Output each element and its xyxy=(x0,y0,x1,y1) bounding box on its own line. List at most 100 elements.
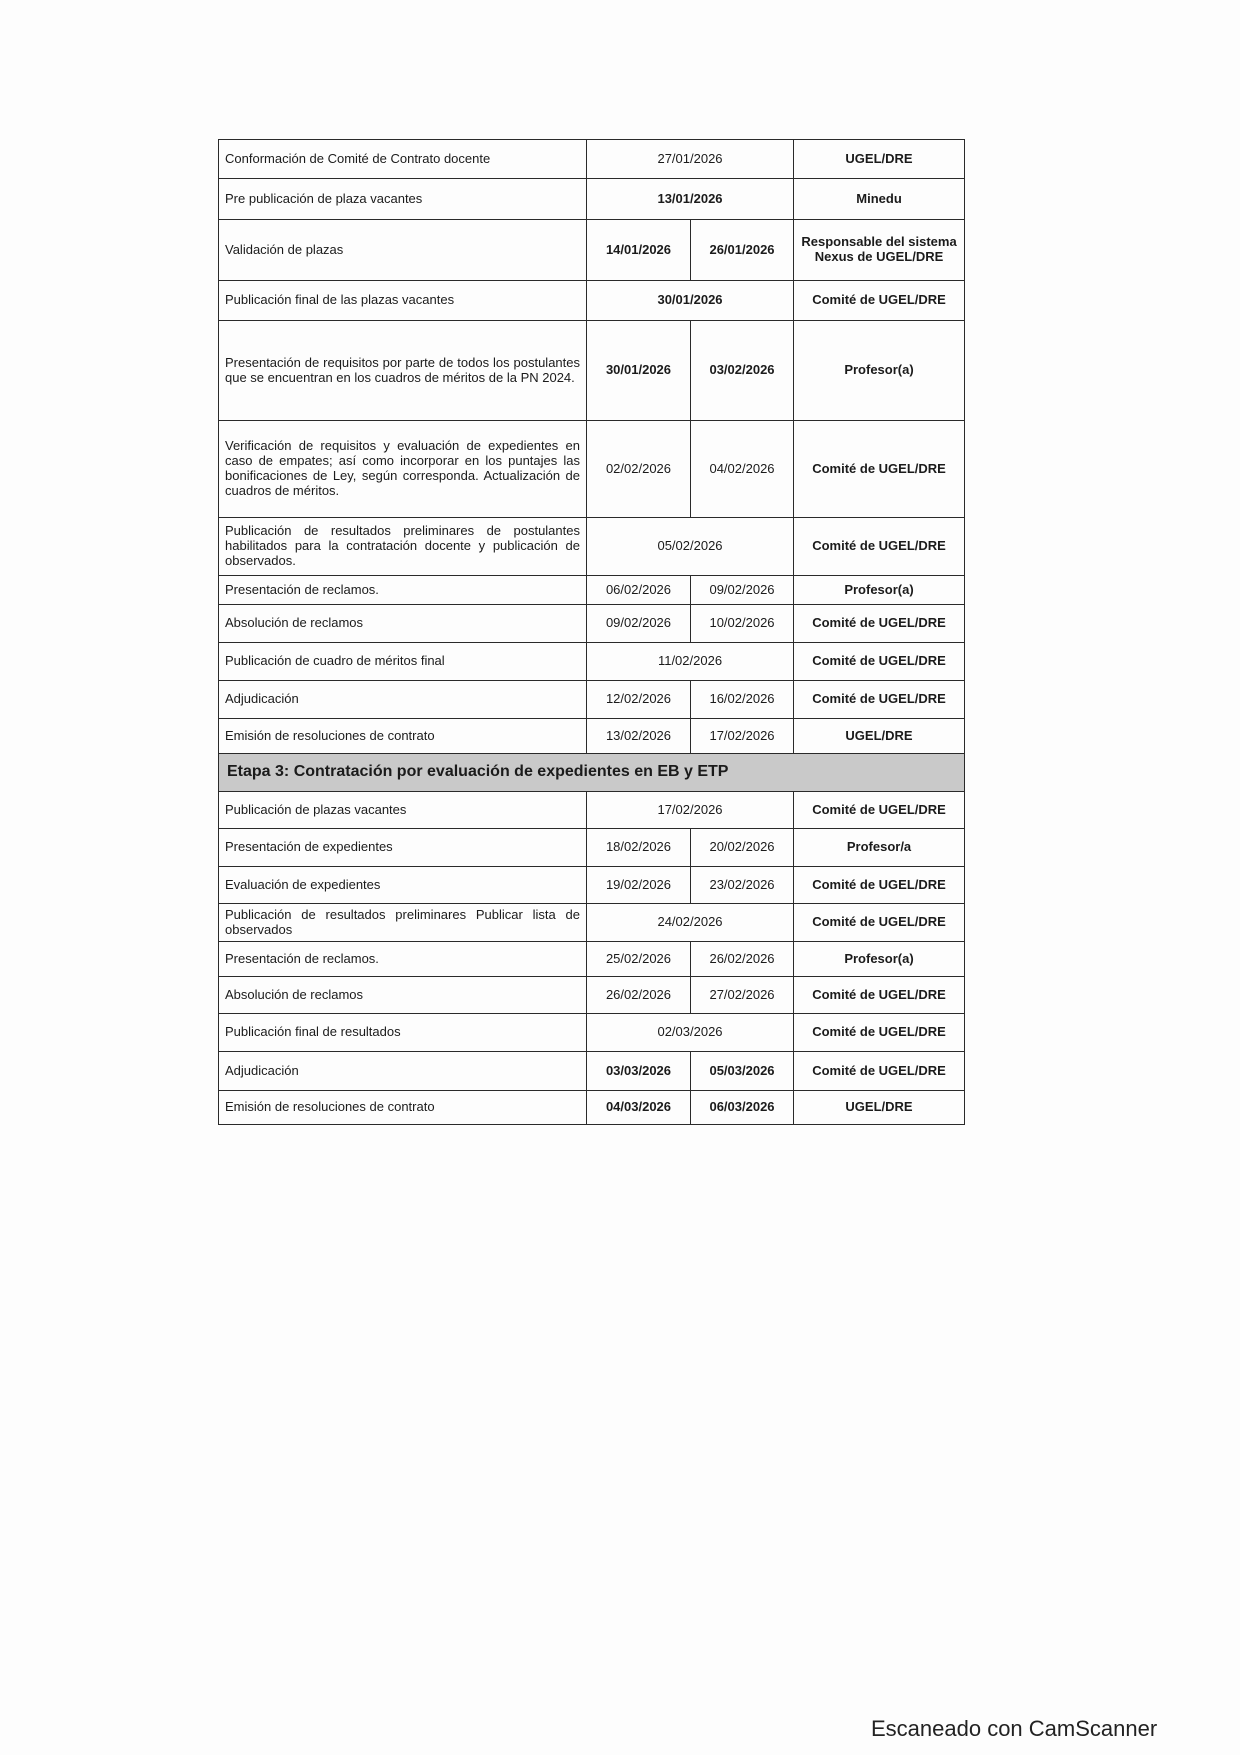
table-row: Publicación final de las plazas vacantes… xyxy=(218,280,966,321)
end-date-cell: 26/02/2026 xyxy=(689,941,795,977)
start-date-cell: 12/02/2026 xyxy=(586,680,691,719)
activity-cell: Publicación final de las plazas vacantes xyxy=(218,280,587,321)
responsible-cell: Minedu xyxy=(793,178,966,220)
responsible-cell: UGEL/DRE xyxy=(793,1090,966,1125)
responsible-cell: Comité de UGEL/DRE xyxy=(793,903,966,942)
activity-cell: Publicación de resultados preliminares d… xyxy=(218,517,587,576)
table-row: Verificación de requisitos y evaluación … xyxy=(218,420,966,518)
table-row: Evaluación de expedientes 19/02/2026 23/02… xyxy=(218,866,966,904)
responsible-cell: Comité de UGEL/DRE xyxy=(793,791,966,829)
end-date-cell: 10/02/2026 xyxy=(689,604,795,643)
end-date-cell: 23/02/2026 xyxy=(689,866,795,904)
start-date-cell: 18/02/2026 xyxy=(586,828,691,867)
activity-cell: Publicación de cuadro de méritos final xyxy=(218,642,587,681)
table-row: Emisión de resoluciones de contrato 13/02… xyxy=(218,718,966,754)
responsible-cell: Responsable del sistema Nexus de UGEL/DR… xyxy=(793,219,966,281)
table-row: Emisión de resoluciones de contrato 04/03… xyxy=(218,1090,966,1125)
activity-cell: Absolución de reclamos xyxy=(218,976,587,1014)
start-date-cell: 03/03/2026 xyxy=(586,1051,691,1091)
activity-cell: Adjudicación xyxy=(218,680,587,719)
table-row: Presentación de reclamos. 06/02/2026 09/02… xyxy=(218,575,966,605)
responsible-cell: Profesor/a xyxy=(793,828,966,867)
responsible-cell: Comité de UGEL/DRE xyxy=(793,1051,966,1091)
start-date-cell: 09/02/2026 xyxy=(586,604,691,643)
date-cell: 30/01/2026 xyxy=(585,280,795,321)
table-row: Pre publicación de plaza vacantes 13/01/2… xyxy=(218,178,966,220)
stage-header-row: Etapa 3: Contratación por evaluación de … xyxy=(217,753,966,792)
start-date-cell: 04/03/2026 xyxy=(586,1090,691,1125)
responsible-cell: Profesor(a) xyxy=(793,941,966,977)
responsible-cell: Comité de UGEL/DRE xyxy=(793,1013,966,1052)
activity-cell: Emisión de resoluciones de contrato xyxy=(218,718,587,754)
date-cell: 13/01/2026 xyxy=(585,178,795,220)
responsible-cell: Profesor(a) xyxy=(793,320,966,421)
responsible-cell: Profesor(a) xyxy=(793,575,966,605)
start-date-cell: 13/02/2026 xyxy=(586,718,691,754)
date-cell: 24/02/2026 xyxy=(585,903,795,942)
table-row: Adjudicación 03/03/2026 05/03/2026 Comité d… xyxy=(218,1051,966,1091)
start-date-cell: 14/01/2026 xyxy=(586,219,691,281)
end-date-cell: 06/03/2026 xyxy=(689,1090,795,1125)
end-date-cell: 16/02/2026 xyxy=(689,680,795,719)
responsible-cell: UGEL/DRE xyxy=(793,139,966,179)
start-date-cell: 06/02/2026 xyxy=(586,575,691,605)
activity-cell: Validación de plazas xyxy=(218,219,587,281)
date-cell: 27/01/2026 xyxy=(585,139,795,179)
start-date-cell: 25/02/2026 xyxy=(586,941,691,977)
activity-cell: Adjudicación xyxy=(218,1051,587,1091)
table-row: Validación de plazas 14/01/2026 26/01/2026… xyxy=(218,219,966,281)
activity-cell: Absolución de reclamos xyxy=(218,604,587,643)
activity-cell: Evaluación de expedientes xyxy=(218,866,587,904)
table-row: Absolución de reclamos 09/02/2026 10/02/20… xyxy=(218,604,966,643)
responsible-cell: Comité de UGEL/DRE xyxy=(793,420,966,518)
date-cell: 11/02/2026 xyxy=(585,642,795,681)
activity-cell: Publicación de resultados preliminares P… xyxy=(218,903,587,942)
start-date-cell: 30/01/2026 xyxy=(586,320,691,421)
responsible-cell: Comité de UGEL/DRE xyxy=(793,280,966,321)
end-date-cell: 04/02/2026 xyxy=(689,420,795,518)
table-row: Publicación de plazas vacantes 17/02/2026… xyxy=(218,791,966,829)
activity-cell: Publicación final de resultados xyxy=(218,1013,587,1052)
table-row: Presentación de requisitos por parte de … xyxy=(218,320,966,421)
activity-cell: Verificación de requisitos y evaluación … xyxy=(218,420,587,518)
activity-cell: Conformación de Comité de Contrato docen… xyxy=(218,139,587,179)
end-date-cell: 27/02/2026 xyxy=(689,976,795,1014)
table-row: Presentación de expedientes 18/02/2026 20/… xyxy=(218,828,966,867)
table-row: Publicación final de resultados 02/03/202… xyxy=(218,1013,966,1052)
responsible-cell: Comité de UGEL/DRE xyxy=(793,866,966,904)
table-row: Conformación de Comité de Contrato docen… xyxy=(218,139,966,179)
date-cell: 02/03/2026 xyxy=(585,1013,795,1052)
responsible-cell: Comité de UGEL/DRE xyxy=(793,517,966,576)
table-row: Publicación de resultados preliminares d… xyxy=(218,517,966,576)
end-date-cell: 20/02/2026 xyxy=(689,828,795,867)
end-date-cell: 05/03/2026 xyxy=(689,1051,795,1091)
table-row: Presentación de reclamos. 25/02/2026 26/02… xyxy=(218,941,966,977)
stage-title: Etapa 3: Contratación por evaluación de … xyxy=(217,753,966,792)
table-row: Adjudicación 12/02/2026 16/02/2026 Comité d… xyxy=(218,680,966,719)
activity-cell: Pre publicación de plaza vacantes xyxy=(218,178,587,220)
date-cell: 17/02/2026 xyxy=(585,791,795,829)
responsible-cell: Comité de UGEL/DRE xyxy=(793,642,966,681)
table-row: Absolución de reclamos 26/02/2026 27/02/20… xyxy=(218,976,966,1014)
activity-cell: Emisión de resoluciones de contrato xyxy=(218,1090,587,1125)
start-date-cell: 02/02/2026 xyxy=(586,420,691,518)
end-date-cell: 03/02/2026 xyxy=(689,320,795,421)
start-date-cell: 26/02/2026 xyxy=(586,976,691,1014)
camscanner-footer: Escaneado con CamScanner xyxy=(871,1716,1158,1741)
start-date-cell: 19/02/2026 xyxy=(586,866,691,904)
activity-cell: Presentación de reclamos. xyxy=(218,941,587,977)
end-date-cell: 26/01/2026 xyxy=(689,219,795,281)
date-cell: 05/02/2026 xyxy=(585,517,795,576)
activity-cell: Publicación de plazas vacantes xyxy=(218,791,587,829)
activity-cell: Presentación de expedientes xyxy=(218,828,587,867)
responsible-cell: Comité de UGEL/DRE xyxy=(793,976,966,1014)
table-row: Publicación de cuadro de méritos final 11… xyxy=(218,642,966,681)
end-date-cell: 09/02/2026 xyxy=(689,575,795,605)
responsible-cell: Comité de UGEL/DRE xyxy=(793,604,966,643)
responsible-cell: UGEL/DRE xyxy=(793,718,966,754)
activity-cell: Presentación de reclamos. xyxy=(218,575,587,605)
responsible-cell: Comité de UGEL/DRE xyxy=(793,680,966,719)
schedule-table: Conformación de Comité de Contrato docen… xyxy=(217,139,966,1125)
end-date-cell: 17/02/2026 xyxy=(689,718,795,754)
table-row: Publicación de resultados preliminares P… xyxy=(218,903,966,942)
